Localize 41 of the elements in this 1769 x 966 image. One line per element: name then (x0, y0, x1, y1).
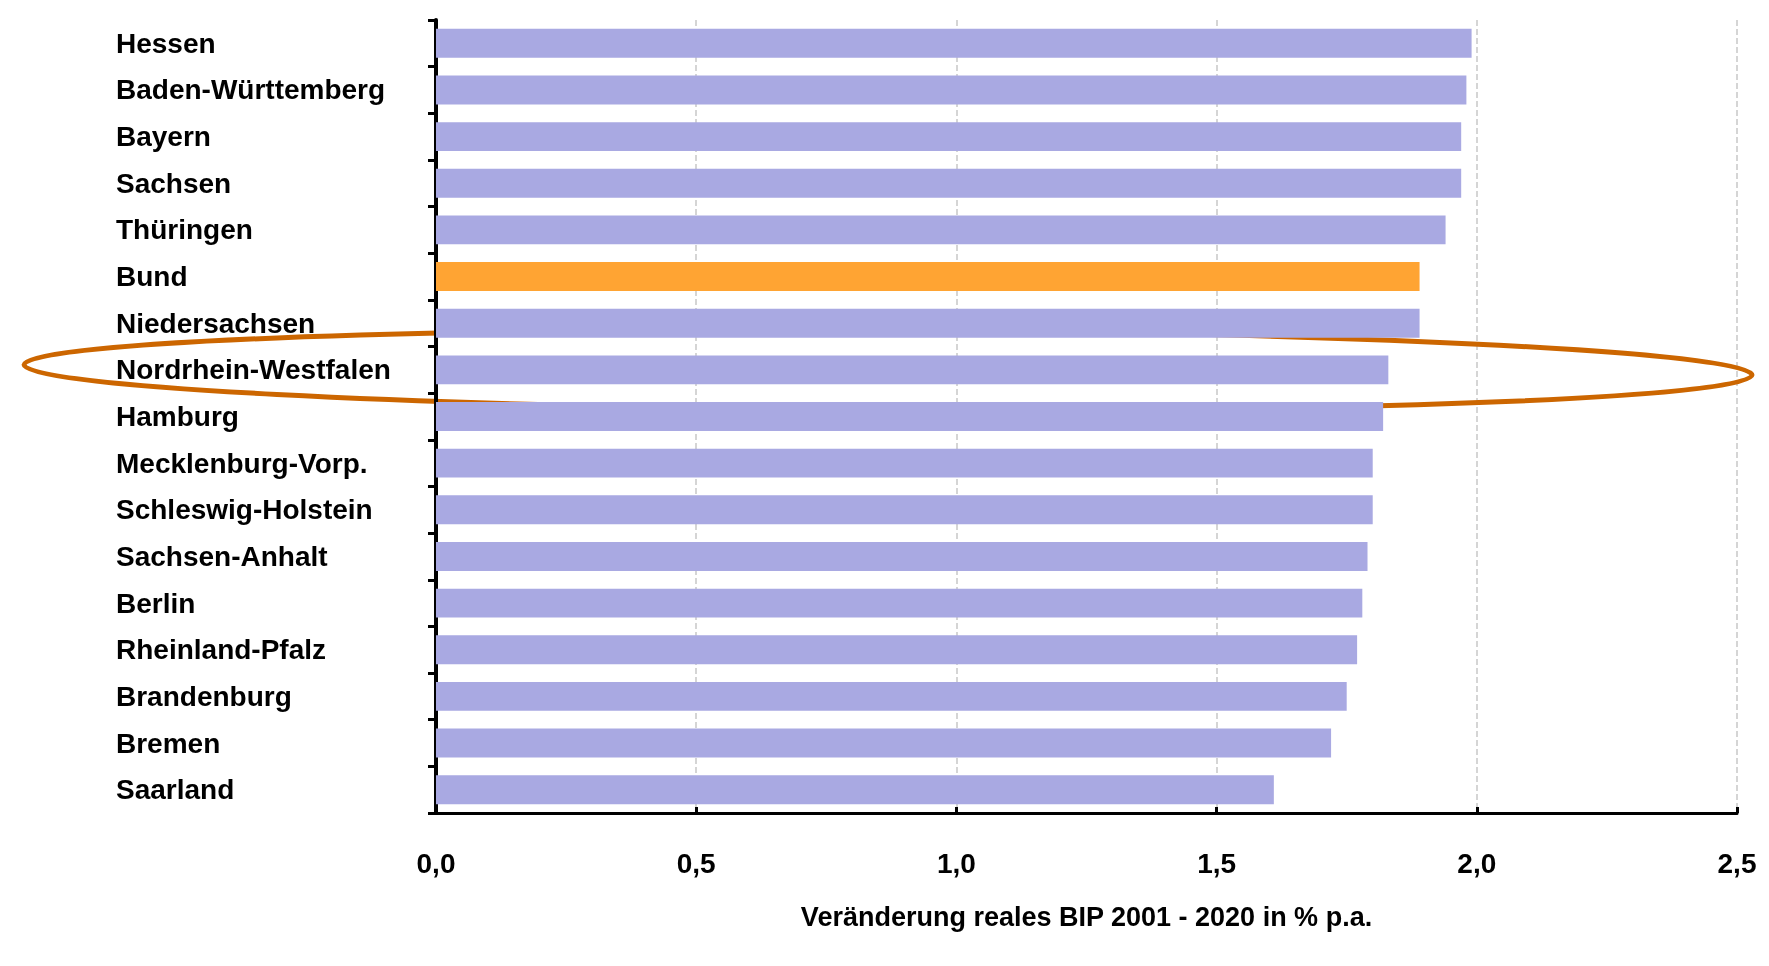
y-tick-label: Bremen (116, 727, 221, 759)
y-tick-label: Sachsen (116, 167, 232, 199)
x-tick-label: 2,5 (1717, 847, 1757, 879)
y-tick-label: Rheinland-Pfalz (116, 634, 327, 666)
y-tick-label: Schleswig-Holstein (116, 494, 373, 526)
bar (436, 681, 1347, 711)
y-tick-label: Saarland (116, 774, 235, 806)
y-tick-label: Nordrhein-Westfalen (116, 354, 391, 386)
bar (436, 168, 1462, 198)
bar (436, 728, 1332, 758)
y-tick-label: Thüringen (116, 214, 253, 246)
bar (436, 215, 1446, 245)
y-tick-label: Bayern (116, 121, 211, 153)
y-tick-label: Sachsen-Anhalt (116, 540, 328, 572)
bar (436, 402, 1384, 431)
x-tick-label: 1,0 (936, 847, 976, 879)
y-tick-label: Hamburg (116, 401, 239, 432)
y-tick-label: Brandenburg (116, 680, 292, 712)
y-tick-label: Mecklenburg-Vorp. (116, 447, 368, 479)
y-tick-label: Berlin (116, 587, 196, 619)
x-axis-title: Veränderung reales BIP 2001 - 2020 in % p.a. (800, 901, 1373, 932)
x-tick-label: 0,0 (416, 847, 456, 879)
bar (436, 308, 1420, 338)
bar (436, 448, 1373, 478)
bar (436, 775, 1274, 805)
bar (436, 495, 1373, 525)
bar (436, 355, 1389, 385)
x-tick-label: 0,5 (676, 847, 716, 879)
y-tick-label: Baden-Württemberg (116, 74, 386, 106)
bar (436, 122, 1462, 152)
bar (436, 28, 1472, 58)
x-tick-label: 2,0 (1457, 847, 1497, 879)
y-tick-label: Hessen (116, 27, 216, 59)
bar (436, 635, 1358, 665)
y-tick-label: Niedersachsen (116, 307, 316, 339)
x-tick-label: 1,5 (1197, 847, 1237, 879)
bar (436, 75, 1467, 105)
y-tick-label: Bund (116, 261, 188, 293)
bar (436, 262, 1420, 292)
bar (436, 541, 1368, 571)
bar (436, 588, 1363, 618)
